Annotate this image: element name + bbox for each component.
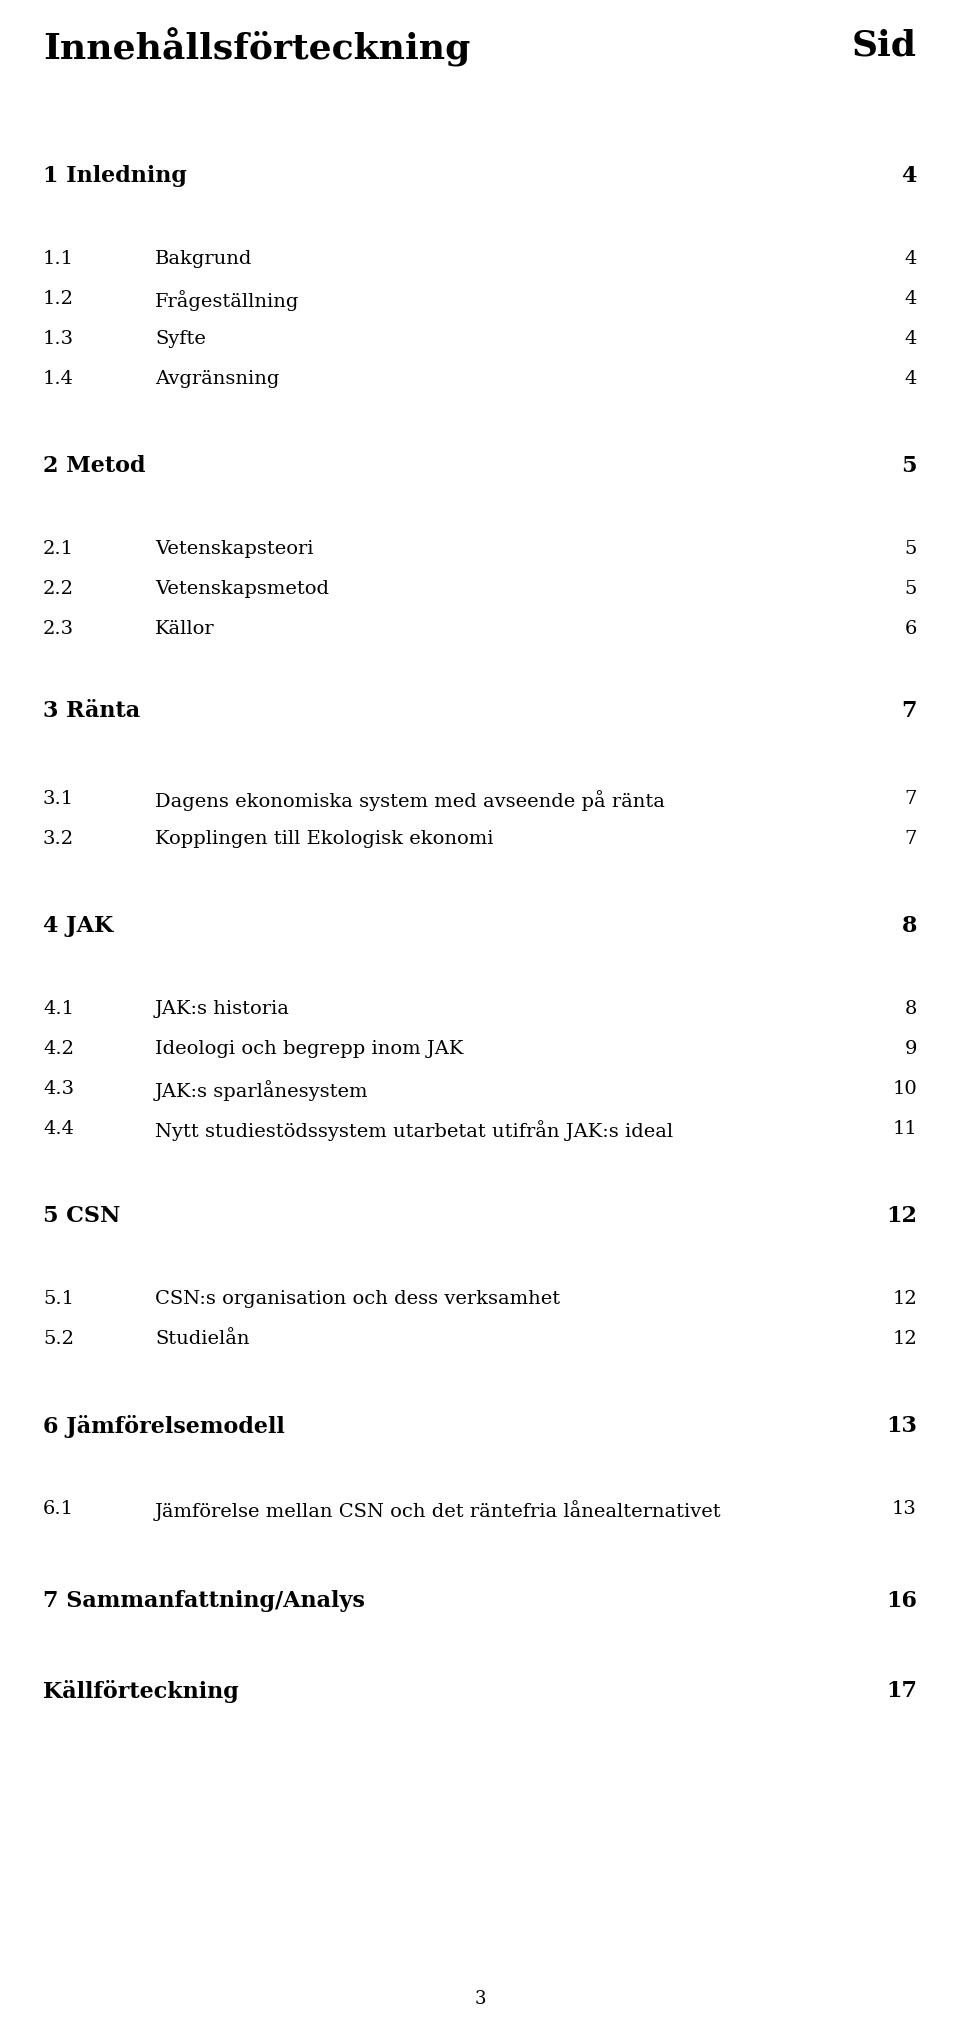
- Text: Kopplingen till Ekologisk ekonomi: Kopplingen till Ekologisk ekonomi: [155, 829, 493, 847]
- Text: 1.4: 1.4: [43, 370, 74, 388]
- Text: Sid: Sid: [852, 28, 917, 63]
- Text: 7: 7: [904, 829, 917, 847]
- Text: JAK:s historia: JAK:s historia: [155, 1000, 290, 1018]
- Text: Jämförelse mellan CSN och det räntefria lånealternativet: Jämförelse mellan CSN och det räntefria …: [155, 1500, 722, 1522]
- Text: 4.2: 4.2: [43, 1040, 74, 1059]
- Text: 3 Ränta: 3 Ränta: [43, 699, 140, 721]
- Text: Nytt studiestödssystem utarbetat utifrån JAK:s ideal: Nytt studiestödssystem utarbetat utifrån…: [155, 1120, 673, 1140]
- Text: 6.1: 6.1: [43, 1500, 74, 1518]
- Text: 3.2: 3.2: [43, 829, 74, 847]
- Text: Ideologi och begrepp inom JAK: Ideologi och begrepp inom JAK: [155, 1040, 464, 1059]
- Text: 3.1: 3.1: [43, 790, 74, 809]
- Text: 13: 13: [892, 1500, 917, 1518]
- Text: 5 CSN: 5 CSN: [43, 1205, 120, 1227]
- Text: 13: 13: [886, 1414, 917, 1437]
- Text: 5.1: 5.1: [43, 1290, 74, 1309]
- Text: 2 Metod: 2 Metod: [43, 455, 146, 478]
- Text: 4: 4: [904, 250, 917, 268]
- Text: Dagens ekonomiska system med avseende på ränta: Dagens ekonomiska system med avseende på…: [155, 790, 665, 811]
- Text: 4: 4: [904, 291, 917, 309]
- Text: 4: 4: [904, 329, 917, 347]
- Text: 7 Sammanfattning/Analys: 7 Sammanfattning/Analys: [43, 1589, 365, 1611]
- Text: 2.3: 2.3: [43, 620, 74, 638]
- Text: Vetenskapsmetod: Vetenskapsmetod: [155, 579, 329, 597]
- Text: 7: 7: [904, 790, 917, 809]
- Text: 6: 6: [904, 620, 917, 638]
- Text: 8: 8: [901, 914, 917, 937]
- Text: 12: 12: [892, 1290, 917, 1309]
- Text: 1.3: 1.3: [43, 329, 74, 347]
- Text: 1.1: 1.1: [43, 250, 74, 268]
- Text: 12: 12: [886, 1205, 917, 1227]
- Text: Bakgrund: Bakgrund: [155, 250, 252, 268]
- Text: 4: 4: [904, 370, 917, 388]
- Text: 4.4: 4.4: [43, 1120, 74, 1138]
- Text: Frågeställning: Frågeställning: [155, 291, 300, 311]
- Text: 3: 3: [474, 1989, 486, 2008]
- Text: Källförteckning: Källförteckning: [43, 1680, 239, 1703]
- Text: 9: 9: [904, 1040, 917, 1059]
- Text: JAK:s sparlånesystem: JAK:s sparlånesystem: [155, 1079, 369, 1101]
- Text: Innehållsförteckning: Innehållsförteckning: [43, 28, 470, 67]
- Text: 1.2: 1.2: [43, 291, 74, 309]
- Text: 4 JAK: 4 JAK: [43, 914, 113, 937]
- Text: Syfte: Syfte: [155, 329, 205, 347]
- Text: 16: 16: [886, 1589, 917, 1611]
- Text: 12: 12: [892, 1331, 917, 1347]
- Text: 10: 10: [892, 1079, 917, 1097]
- Text: 1 Inledning: 1 Inledning: [43, 165, 187, 187]
- Text: 2.2: 2.2: [43, 579, 74, 597]
- Text: 6 Jämförelsemodell: 6 Jämförelsemodell: [43, 1414, 285, 1439]
- Text: 5: 5: [904, 541, 917, 559]
- Text: 4.3: 4.3: [43, 1079, 74, 1097]
- Text: 11: 11: [892, 1120, 917, 1138]
- Text: 8: 8: [904, 1000, 917, 1018]
- Text: 2.1: 2.1: [43, 541, 74, 559]
- Text: 17: 17: [886, 1680, 917, 1703]
- Text: Källor: Källor: [155, 620, 215, 638]
- Text: 4.1: 4.1: [43, 1000, 74, 1018]
- Text: Studielån: Studielån: [155, 1331, 250, 1347]
- Text: Avgränsning: Avgränsning: [155, 370, 279, 388]
- Text: Vetenskapsteori: Vetenskapsteori: [155, 541, 314, 559]
- Text: 5: 5: [901, 455, 917, 478]
- Text: CSN:s organisation och dess verksamhet: CSN:s organisation och dess verksamhet: [155, 1290, 560, 1309]
- Text: 7: 7: [901, 699, 917, 721]
- Text: 5: 5: [904, 579, 917, 597]
- Text: 4: 4: [901, 165, 917, 187]
- Text: 5.2: 5.2: [43, 1331, 74, 1347]
